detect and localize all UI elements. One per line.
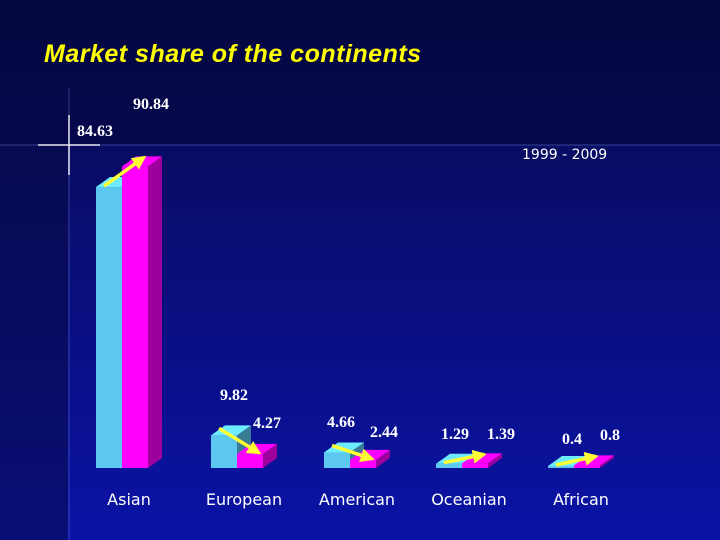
period-label: 1999 - 2009 xyxy=(522,147,608,163)
value-label-asian-s2: 90.84 xyxy=(133,96,169,113)
bar-african-s2 xyxy=(574,465,600,468)
trend-arrow-asian xyxy=(102,155,147,188)
bar-side-american-s2 xyxy=(376,449,390,468)
bar-american-s1 xyxy=(324,452,350,468)
bar-top-european-s1 xyxy=(211,425,251,436)
background-left-band xyxy=(0,145,68,540)
trend-arrow-african xyxy=(555,451,599,467)
value-label-european-s1: 9.82 xyxy=(220,387,248,404)
bar-oceanian-s1 xyxy=(436,463,462,468)
bar-european-s2 xyxy=(237,453,263,468)
trend-arrows-layer xyxy=(102,155,599,467)
bars-layer xyxy=(96,156,614,469)
category-label-african: African xyxy=(553,490,609,509)
bar-side-asian-s2 xyxy=(148,156,162,468)
bar-top-american-s1 xyxy=(324,442,364,453)
decor-sparkle-icon xyxy=(38,115,100,175)
trend-arrow-european xyxy=(218,426,262,455)
value-label-oceanian-s1: 1.29 xyxy=(441,426,469,443)
labels-layer: 84.63 90.84 Asian 9.82 4.27 European 4.66 2.44 A… xyxy=(77,96,620,509)
trend-arrow-american xyxy=(331,443,375,462)
bar-group-asian xyxy=(96,156,162,469)
trend-arrow-oceanian xyxy=(443,449,487,465)
bar-asian-s1 xyxy=(96,187,122,469)
bar-american-s2 xyxy=(350,459,376,468)
value-label-oceanian-s2: 1.39 xyxy=(487,426,515,443)
slide-title: Market share of the continents xyxy=(44,40,422,68)
value-label-asian-s1: 84.63 xyxy=(77,123,113,140)
background-top-band xyxy=(0,0,720,145)
category-label-european: European xyxy=(206,490,282,509)
bar-oceanian-s2 xyxy=(462,463,488,468)
value-label-african-s1: 0.4 xyxy=(562,431,582,448)
bar-african-s1 xyxy=(548,466,574,468)
bar-side-african-s2 xyxy=(600,455,614,468)
value-label-african-s2: 0.8 xyxy=(600,427,620,444)
value-label-american-s1: 4.66 xyxy=(327,414,355,431)
bar-side-european-s2 xyxy=(263,443,277,468)
category-label-asian: Asian xyxy=(107,490,151,509)
bar-side-oceanian-s2 xyxy=(488,453,502,468)
category-label-oceanian: Oceanian xyxy=(431,490,507,509)
bar-asian-s2 xyxy=(122,166,148,468)
value-label-american-s2: 2.44 xyxy=(370,424,398,441)
value-label-european-s2: 4.27 xyxy=(253,415,281,432)
category-label-american: American xyxy=(319,490,395,509)
bar-european-s1 xyxy=(211,435,237,468)
